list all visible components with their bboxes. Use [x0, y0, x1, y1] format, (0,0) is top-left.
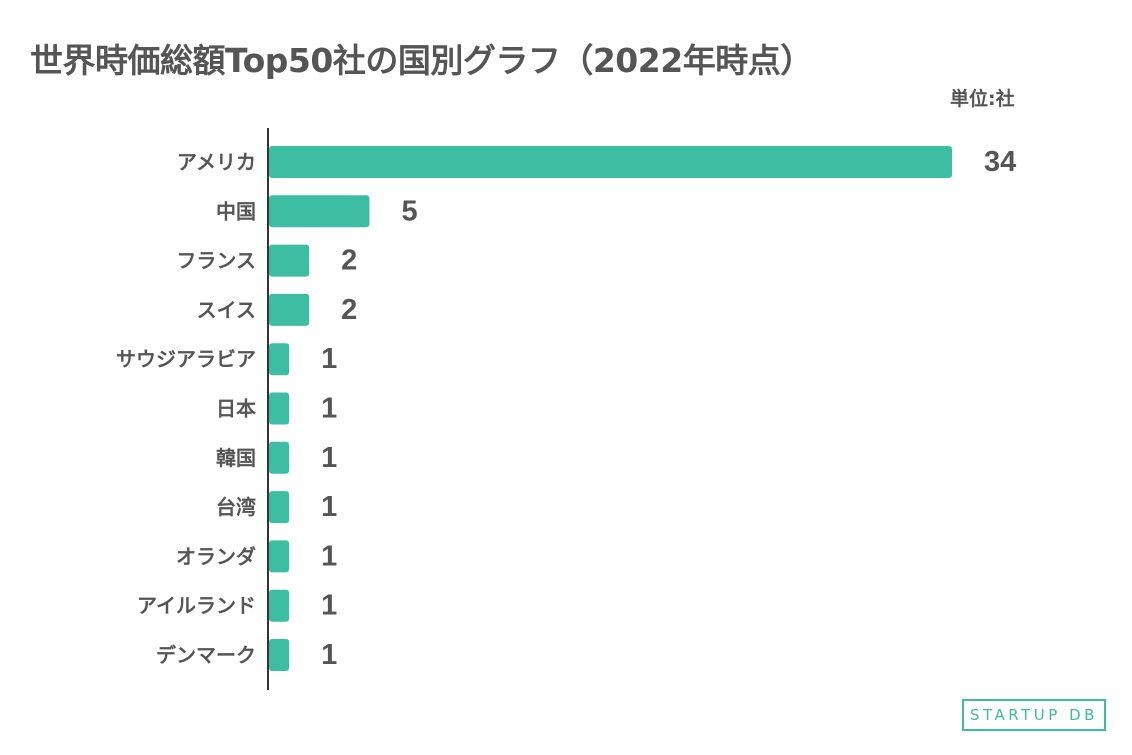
bar-6 — [269, 441, 290, 474]
bar-10 — [269, 639, 290, 671]
value-label-2: 2 — [341, 245, 357, 277]
startup-db-logo: STARTUP DB — [962, 699, 1106, 731]
value-label-1: 5 — [401, 195, 417, 227]
unit-label: 単位:社 — [950, 88, 1015, 110]
brand-logo-text: STARTUP DB — [970, 706, 1098, 724]
category-label-5: 日本 — [216, 397, 256, 421]
bar-2 — [269, 244, 310, 277]
bars-layer — [269, 146, 952, 671]
category-label-2: フランス — [176, 249, 256, 273]
bar-7 — [269, 491, 290, 524]
value-label-10: 1 — [321, 639, 337, 671]
chart-title: 世界時価総額Top50社の国別グラフ（2022年時点） — [30, 41, 813, 80]
value-label-0: 34 — [984, 146, 1016, 178]
value-label-6: 1 — [321, 442, 337, 474]
category-label-10: デンマーク — [156, 643, 256, 667]
bar-4 — [269, 343, 290, 376]
value-label-9: 1 — [321, 590, 337, 622]
bar-5 — [269, 392, 290, 425]
category-label-1: 中国 — [216, 199, 256, 223]
bar-9 — [269, 589, 290, 622]
category-label-6: 韓国 — [216, 446, 256, 470]
value-label-7: 1 — [321, 491, 337, 523]
value-label-5: 1 — [321, 393, 337, 425]
bar-8 — [269, 540, 290, 573]
value-label-3: 2 — [341, 294, 357, 326]
category-label-9: アイルランド — [137, 594, 256, 618]
category-label-8: オランダ — [176, 544, 256, 568]
value-label-4: 1 — [321, 343, 337, 375]
category-label-0: アメリカ — [177, 150, 256, 174]
category-label-7: 台湾 — [216, 495, 256, 519]
category-labels: アメリカ中国フランススイスサウジアラビア日本韓国台湾オランダアイルランドデンマー… — [116, 150, 256, 667]
bar-3 — [269, 293, 310, 326]
category-label-4: サウジアラビア — [116, 347, 256, 371]
value-label-8: 1 — [321, 540, 337, 572]
bar-0 — [269, 146, 952, 178]
category-label-3: スイス — [197, 298, 256, 322]
bar-1 — [269, 195, 370, 228]
